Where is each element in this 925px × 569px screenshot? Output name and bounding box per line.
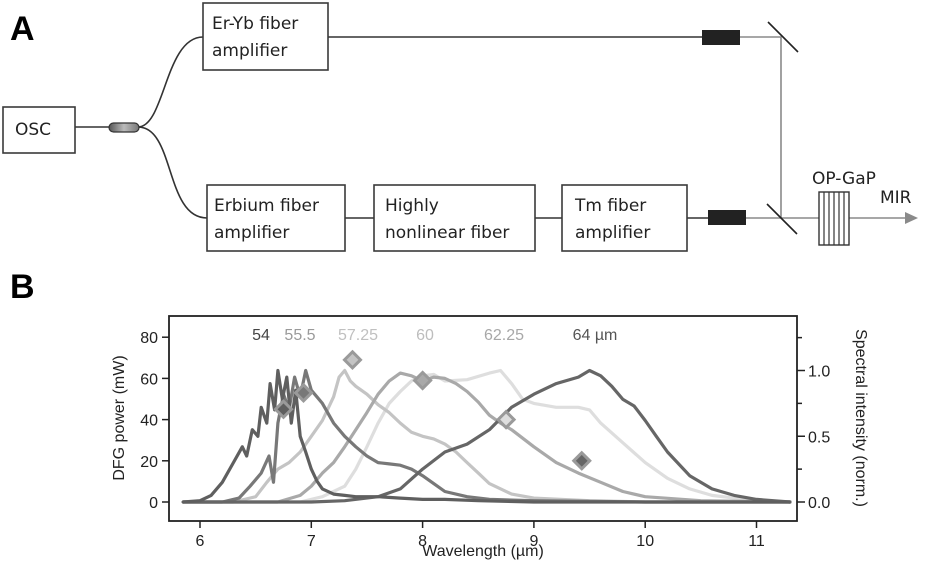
er-yb-line1: Er-Yb fiber xyxy=(212,14,298,34)
upper-collimator xyxy=(702,30,740,45)
upper-branch-fiber xyxy=(137,36,204,128)
spectrum-line-60 xyxy=(181,371,792,504)
erbium-amplifier-box: Erbium fiber amplifier xyxy=(206,184,346,252)
y-left-tick-label: 80 xyxy=(140,330,158,347)
period-label-64: 64 µm xyxy=(573,327,618,344)
x-tick-label: 10 xyxy=(636,533,654,550)
x-tick-label: 8 xyxy=(418,533,427,550)
op-gap-crystal xyxy=(818,191,850,246)
spectrum-line-55.5 xyxy=(181,368,792,504)
spectrum-line-57.25 xyxy=(181,368,792,504)
op-gap-label: OP-GaP xyxy=(812,169,876,189)
y-axis-right: 0.0 0.5 1.0 xyxy=(797,336,830,512)
period-label-62.25: 62.25 xyxy=(484,327,524,344)
y-axis-right-title: Spectral intensity (norm.) xyxy=(852,329,869,507)
panel-b-chart: B 6 7 8 9 10 11 0 20 40 60 80 0.0 0.5 1.0 54 55.5 57.… xyxy=(10,268,869,560)
y-axis-left-title: DFG power (mW) xyxy=(111,355,128,480)
er-yb-line2: amplifier xyxy=(212,41,287,61)
upper-free-space-beam xyxy=(740,36,782,218)
fiber-coupler xyxy=(108,122,140,133)
osc-box-text: OSC xyxy=(15,120,51,140)
tm-amplifier-box: Tm fiber amplifier xyxy=(561,184,688,252)
panel-b-label: B xyxy=(10,268,35,306)
y-right-tick-label: 1.0 xyxy=(808,364,830,381)
tm-line2: amplifier xyxy=(575,223,650,243)
period-label-60: 60 xyxy=(416,327,434,344)
dfg-power-marker-55.5 xyxy=(293,382,314,403)
panel-a-label: A xyxy=(10,10,35,48)
plot-frame xyxy=(168,315,798,522)
spectrum-line-62.25 xyxy=(181,368,792,504)
period-label-55.5: 55.5 xyxy=(284,327,315,344)
hnlf-line1: Highly xyxy=(385,196,439,216)
poling-period-labels: 54 55.5 57.25 60 62.25 64 µm xyxy=(252,327,617,344)
dfg-power-marker-60 xyxy=(412,370,433,391)
period-label-57.25: 57.25 xyxy=(338,327,378,344)
y-axis-left: 0 20 40 60 80 xyxy=(140,330,169,512)
lower-branch-fiber xyxy=(137,126,208,219)
x-tick-label: 6 xyxy=(196,533,205,550)
upper-mirror-icon xyxy=(767,21,799,53)
y-left-tick-label: 60 xyxy=(140,371,158,388)
x-axis: 6 7 8 9 10 11 xyxy=(196,521,765,550)
osc-box: OSC xyxy=(2,106,76,154)
spectra-series xyxy=(181,368,792,504)
dfg-power-markers xyxy=(273,349,592,471)
period-label-54: 54 xyxy=(252,327,270,344)
y-right-tick-label: 0.0 xyxy=(808,495,830,512)
hnlf-box: Highly nonlinear fiber xyxy=(373,184,536,252)
tm-line1: Tm fiber xyxy=(574,196,646,216)
dfg-power-marker-62.25 xyxy=(495,409,517,430)
mir-arrow-head-icon xyxy=(905,212,918,224)
dfg-power-marker-54 xyxy=(273,399,294,420)
spectrum-line-54 xyxy=(181,368,792,504)
lower-collimator xyxy=(708,210,746,225)
er-yb-amplifier-box: Er-Yb fiber amplifier xyxy=(202,2,329,71)
spectrum-line-64 xyxy=(181,368,792,504)
dfg-power-marker-57.25 xyxy=(342,349,363,370)
x-tick-label: 11 xyxy=(748,533,765,550)
x-tick-label: 9 xyxy=(529,533,538,550)
dfg-power-marker-64 xyxy=(571,450,592,471)
erbium-line2: amplifier xyxy=(214,223,289,243)
y-left-tick-label: 0 xyxy=(149,495,158,512)
y-left-tick-label: 20 xyxy=(140,454,158,471)
erbium-line1: Erbium fiber xyxy=(214,196,319,216)
y-right-tick-label: 0.5 xyxy=(808,429,830,446)
lower-dichroic-mirror-icon xyxy=(766,203,798,235)
hnlf-line2: nonlinear fiber xyxy=(385,223,509,243)
y-left-tick-label: 40 xyxy=(140,413,158,430)
mir-output-label: MIR xyxy=(880,188,912,208)
panel-a-schematic: A xyxy=(2,2,918,252)
x-axis-title: Wavelength (µm) xyxy=(422,543,544,560)
x-tick-label: 7 xyxy=(307,533,316,550)
